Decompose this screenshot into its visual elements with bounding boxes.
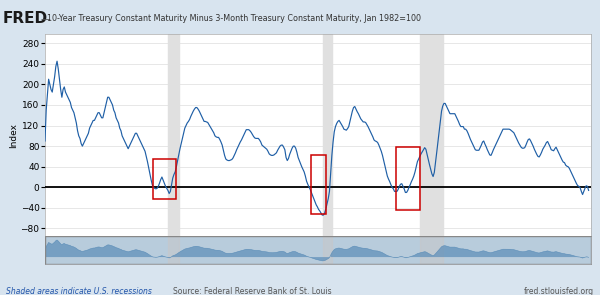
Text: —: — (41, 14, 50, 24)
Bar (323, 236, 332, 264)
Bar (323, 34, 332, 236)
Bar (420, 34, 443, 236)
Text: fred.stlouisfed.org: fred.stlouisfed.org (524, 286, 594, 295)
Text: Source: Federal Reserve Bank of St. Louis: Source: Federal Reserve Bank of St. Loui… (173, 286, 331, 295)
Bar (396, 147, 420, 210)
Y-axis label: Index: Index (8, 122, 17, 148)
Bar (168, 34, 179, 236)
Text: FRED: FRED (3, 11, 48, 26)
Text: 10-Year Treasury Constant Maturity Minus 3-Month Treasury Constant Maturity, Jan: 10-Year Treasury Constant Maturity Minus… (47, 14, 421, 23)
Bar (168, 236, 179, 264)
Text: Shaded areas indicate U.S. recessions: Shaded areas indicate U.S. recessions (6, 286, 152, 295)
Bar (420, 236, 443, 264)
Bar (154, 159, 176, 199)
Bar (311, 155, 326, 214)
